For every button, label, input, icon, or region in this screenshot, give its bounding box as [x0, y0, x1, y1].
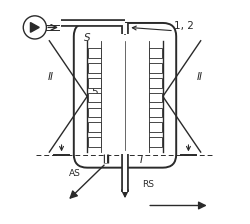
Bar: [150, 93, 162, 102]
Text: RS: RS: [142, 180, 154, 189]
Bar: [88, 48, 101, 58]
Text: AS: AS: [68, 169, 80, 178]
Bar: [150, 78, 162, 88]
FancyBboxPatch shape: [74, 23, 176, 168]
Bar: [150, 108, 162, 117]
Bar: [150, 137, 162, 147]
Text: II: II: [196, 73, 202, 82]
Bar: [88, 122, 101, 132]
Text: II: II: [48, 73, 54, 82]
Text: I: I: [140, 155, 142, 165]
Bar: [150, 48, 162, 58]
Text: S: S: [84, 33, 90, 43]
Bar: [88, 78, 101, 88]
Text: 1, 2: 1, 2: [174, 21, 194, 31]
Bar: [88, 63, 101, 73]
Bar: [150, 122, 162, 132]
Text: 5: 5: [92, 87, 98, 97]
Bar: [88, 137, 101, 147]
Bar: [88, 93, 101, 102]
Bar: [150, 63, 162, 73]
Polygon shape: [30, 23, 39, 32]
Bar: [88, 108, 101, 117]
